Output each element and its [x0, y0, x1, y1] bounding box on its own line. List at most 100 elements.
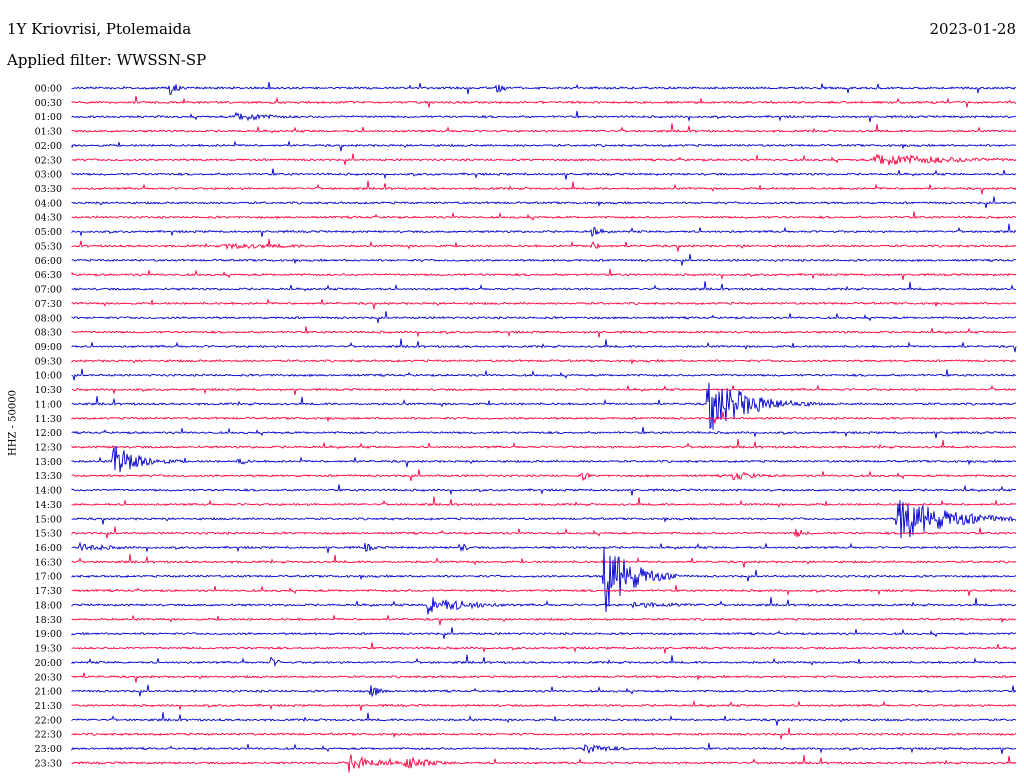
row-time-label: 04:00 — [35, 198, 62, 209]
trace-row-0600 — [71, 253, 1017, 266]
row-time-label: 09:30 — [35, 356, 62, 367]
row-time-label: 05:00 — [35, 227, 62, 238]
trace-row-1900 — [71, 627, 1017, 639]
row-time-label: 00:30 — [35, 98, 62, 109]
row-time-label: 07:30 — [35, 299, 62, 310]
trace-row-1800 — [71, 597, 1017, 615]
row-time-label: 08:30 — [35, 328, 62, 339]
trace-row-1130 — [71, 411, 1017, 424]
trace-row-1000 — [71, 368, 1017, 381]
row-time-label: 06:00 — [35, 256, 62, 267]
trace-row-2100 — [71, 684, 1017, 698]
trace-row-2130 — [71, 699, 1017, 711]
trace-row-2300 — [71, 742, 1017, 754]
row-time-label: 16:30 — [35, 557, 62, 568]
trace-row-2000 — [71, 654, 1017, 668]
row-time-label: 00:00 — [35, 84, 62, 95]
row-time-label: 23:30 — [35, 758, 62, 769]
trace-row-1300 — [71, 445, 1017, 473]
row-time-label: 21:30 — [35, 701, 62, 712]
trace-row-0830 — [71, 326, 1017, 338]
trace-row-1600 — [71, 541, 1017, 553]
trace-row-1630 — [71, 553, 1017, 568]
row-time-label: 12:30 — [35, 443, 62, 454]
row-time-label: 10:30 — [35, 385, 62, 396]
row-time-label: 21:00 — [35, 687, 62, 698]
trace-row-0030 — [71, 95, 1017, 108]
row-time-label: 02:30 — [35, 155, 62, 166]
row-time-label: 06:30 — [35, 270, 62, 281]
trace-row-0630 — [71, 268, 1017, 281]
trace-row-1200 — [71, 426, 1017, 439]
row-time-label: 20:00 — [35, 658, 62, 669]
trace-row-1930 — [71, 642, 1017, 654]
trace-row-2030 — [71, 672, 1017, 683]
row-time-label: 05:30 — [35, 241, 62, 252]
row-time-label: 20:30 — [35, 672, 62, 683]
row-time-label: 18:30 — [35, 615, 62, 626]
row-time-label: 07:00 — [35, 285, 62, 296]
trace-row-1530 — [71, 526, 1017, 539]
trace-row-0730 — [71, 298, 1017, 310]
trace-row-0130 — [71, 123, 1017, 134]
station-title: 1Y Kriovrisi, Ptolemaida — [7, 20, 192, 38]
row-time-label: 16:00 — [35, 543, 62, 554]
row-time-label: 11:00 — [35, 399, 62, 410]
trace-row-2200 — [71, 711, 1017, 726]
trace-row-0000 — [71, 81, 1017, 96]
trace-row-1430 — [71, 496, 1017, 508]
trace-row-0300 — [71, 168, 1017, 180]
row-time-label: 18:00 — [35, 600, 62, 611]
row-time-label: 13:00 — [35, 457, 62, 468]
trace-row-0400 — [71, 196, 1017, 209]
row-time-label: 19:30 — [35, 644, 62, 655]
row-time-label: 14:00 — [35, 486, 62, 497]
row-time-label: 23:00 — [35, 744, 62, 755]
trace-row-1730 — [71, 584, 1017, 596]
trace-row-1500 — [71, 500, 1017, 539]
row-time-label: 02:00 — [35, 141, 62, 152]
trace-row-2330 — [71, 754, 1017, 773]
row-time-label: 19:00 — [35, 629, 62, 640]
row-time-label: 04:30 — [35, 213, 62, 224]
trace-row-0700 — [71, 281, 1017, 292]
row-time-label: 03:00 — [35, 170, 62, 181]
trace-row-1830 — [71, 614, 1017, 626]
trace-row-1400 — [71, 484, 1017, 496]
record-date: 2023-01-28 — [929, 20, 1016, 38]
trace-row-0330 — [71, 180, 1017, 195]
seismogram-traces — [71, 81, 1017, 773]
trace-row-0200 — [71, 140, 1017, 152]
row-time-label: 22:30 — [35, 730, 62, 741]
trace-row-0230 — [71, 153, 1017, 166]
row-time-label: 01:30 — [35, 127, 62, 138]
trace-row-0430 — [71, 211, 1017, 221]
row-time-label: 13:30 — [35, 471, 62, 482]
row-time-label: 11:30 — [35, 414, 62, 425]
row-time-label: 12:00 — [35, 428, 62, 439]
trace-row-0100 — [71, 110, 1017, 123]
trace-row-1700 — [71, 546, 1017, 613]
filter-label: Applied filter: WWSSN-SP — [7, 51, 207, 69]
trace-row-0530 — [71, 238, 1017, 252]
row-time-label: 01:00 — [35, 112, 62, 123]
row-time-label: 03:30 — [35, 184, 62, 195]
row-time-label: 17:00 — [35, 572, 62, 583]
trace-row-0900 — [71, 338, 1017, 353]
row-time-label: 15:30 — [35, 529, 62, 540]
row-time-label: 10:00 — [35, 371, 62, 382]
trace-row-0930 — [71, 358, 1017, 365]
row-time-label: 08:00 — [35, 313, 62, 324]
trace-row-1330 — [71, 469, 1017, 482]
time-axis-labels: 00:00 00:30 01:00 01:30 02:00 02:30 03:00 03:30… — [35, 84, 62, 770]
row-time-label: 14:30 — [35, 500, 62, 511]
trace-row-1230 — [71, 439, 1017, 450]
trace-row-2230 — [71, 727, 1017, 740]
trace-row-1030 — [72, 384, 1017, 395]
row-time-label: 15:00 — [35, 514, 62, 525]
row-time-label: 17:30 — [35, 586, 62, 597]
row-time-label: 22:00 — [35, 715, 62, 726]
trace-row-1100 — [71, 382, 1017, 430]
row-time-label: 09:00 — [35, 342, 62, 353]
